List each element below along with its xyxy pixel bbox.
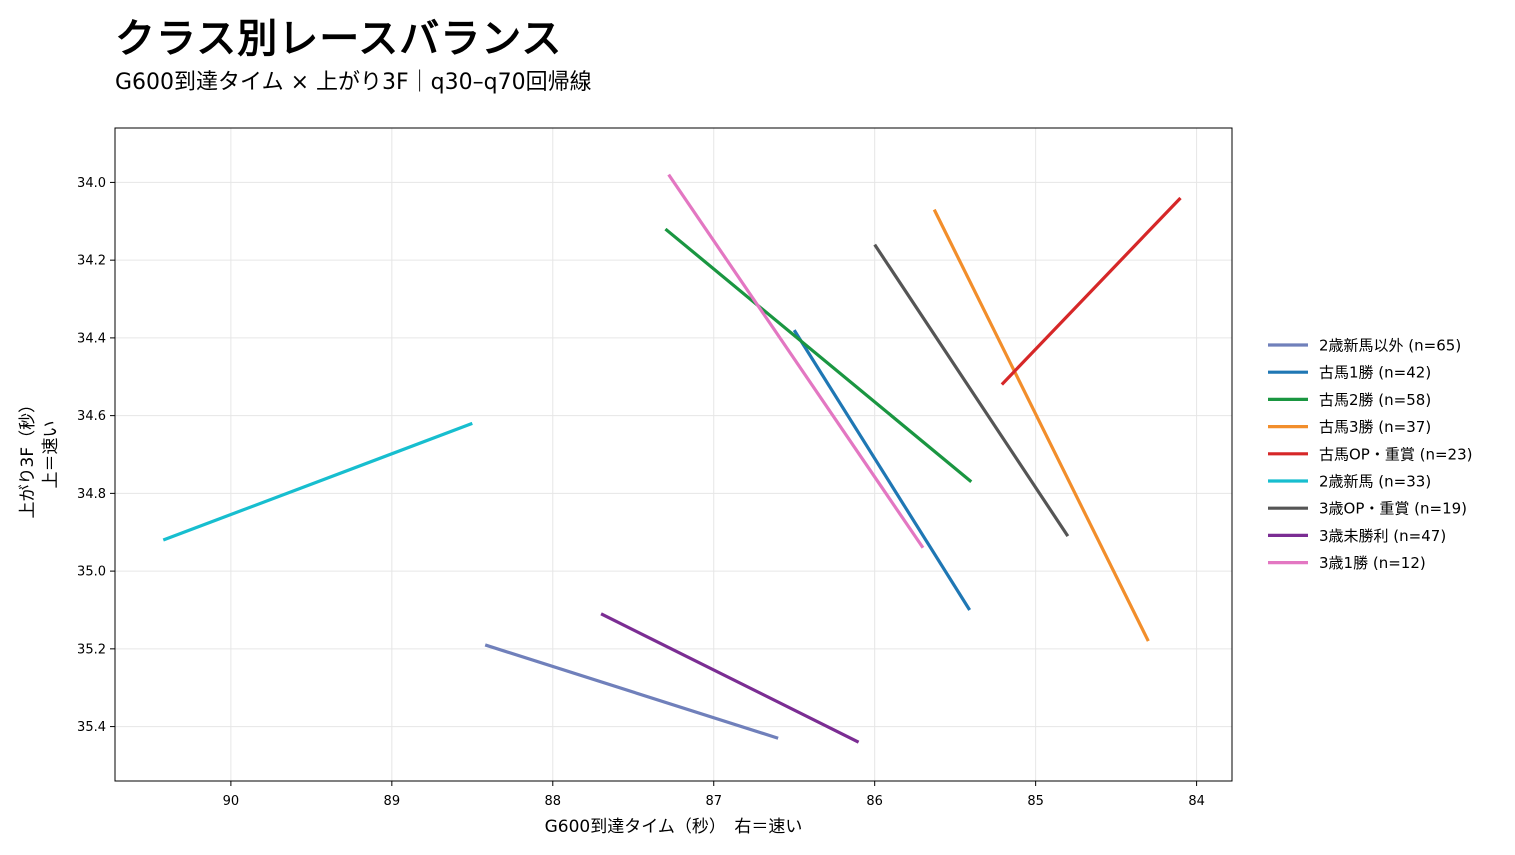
legend-label: 古馬3勝 (n=37) xyxy=(1319,418,1431,436)
tick-layer: 90 89 88 87 86 85 84 34.0 34.2 34.4 34.6 34.8 35.0 35… xyxy=(77,176,1205,809)
series-line xyxy=(873,243,1070,538)
series-line xyxy=(162,421,473,542)
series-line xyxy=(1000,196,1182,386)
x-tick-label: 90 xyxy=(223,794,240,809)
y-tick-label: 34.4 xyxy=(77,331,106,346)
series-line xyxy=(484,643,779,740)
y-tick-label: 34.8 xyxy=(77,487,106,502)
series-layer xyxy=(162,173,1182,744)
y-tick-label: 35.2 xyxy=(77,642,106,657)
legend-label: 3歳1勝 (n=12) xyxy=(1319,554,1426,572)
plot-frame xyxy=(114,127,1233,782)
x-tick-label: 89 xyxy=(384,794,401,809)
x-tick-label: 85 xyxy=(1027,794,1044,809)
y-tick-label: 34.2 xyxy=(77,254,106,269)
y-axis-label-line-2: 上＝速い xyxy=(41,421,61,489)
grid-layer xyxy=(115,128,1232,781)
legend-label: 古馬1勝 (n=42) xyxy=(1319,364,1431,382)
y-axis-label: 上がり3F（秒） 上＝速い xyxy=(18,390,61,518)
y-tick-label: 35.0 xyxy=(77,565,106,580)
y-tick-label: 34.0 xyxy=(77,176,106,191)
legend-label: 2歳新馬以外 (n=65) xyxy=(1319,337,1461,355)
y-tick-label: 35.4 xyxy=(77,720,106,735)
y-tick-label: 34.6 xyxy=(77,409,106,424)
series-line xyxy=(664,227,973,483)
legend-label: 3歳OP・重賞 (n=19) xyxy=(1319,500,1467,518)
x-tick-label: 86 xyxy=(866,794,883,809)
series-line xyxy=(667,173,925,549)
x-tick-label: 84 xyxy=(1188,794,1205,809)
x-tick-label: 87 xyxy=(705,794,722,809)
x-axis-label: G600到達タイム（秒） 右＝速い xyxy=(545,817,803,837)
series-line xyxy=(600,612,860,744)
legend: 2歳新馬以外 (n=65) 古馬1勝 (n=42) 古馬2勝 (n=58) 古馬3勝 … xyxy=(1268,337,1473,572)
y-axis-label-line-1: 上がり3F（秒） xyxy=(18,396,38,519)
series-line xyxy=(792,329,972,611)
legend-label: 古馬OP・重賞 (n=23) xyxy=(1319,445,1473,463)
chart-subtitle: G600到達タイム × 上がり3F｜q30–q70回帰線 xyxy=(115,70,592,95)
legend-label: 2歳新馬 (n=33) xyxy=(1319,473,1431,491)
series-line xyxy=(932,208,1150,642)
legend-label: 古馬2勝 (n=58) xyxy=(1319,391,1431,409)
chart-title: クラス別レースバランス xyxy=(115,16,563,62)
legend-label: 3歳未勝利 (n=47) xyxy=(1319,527,1446,545)
x-tick-label: 88 xyxy=(545,794,562,809)
